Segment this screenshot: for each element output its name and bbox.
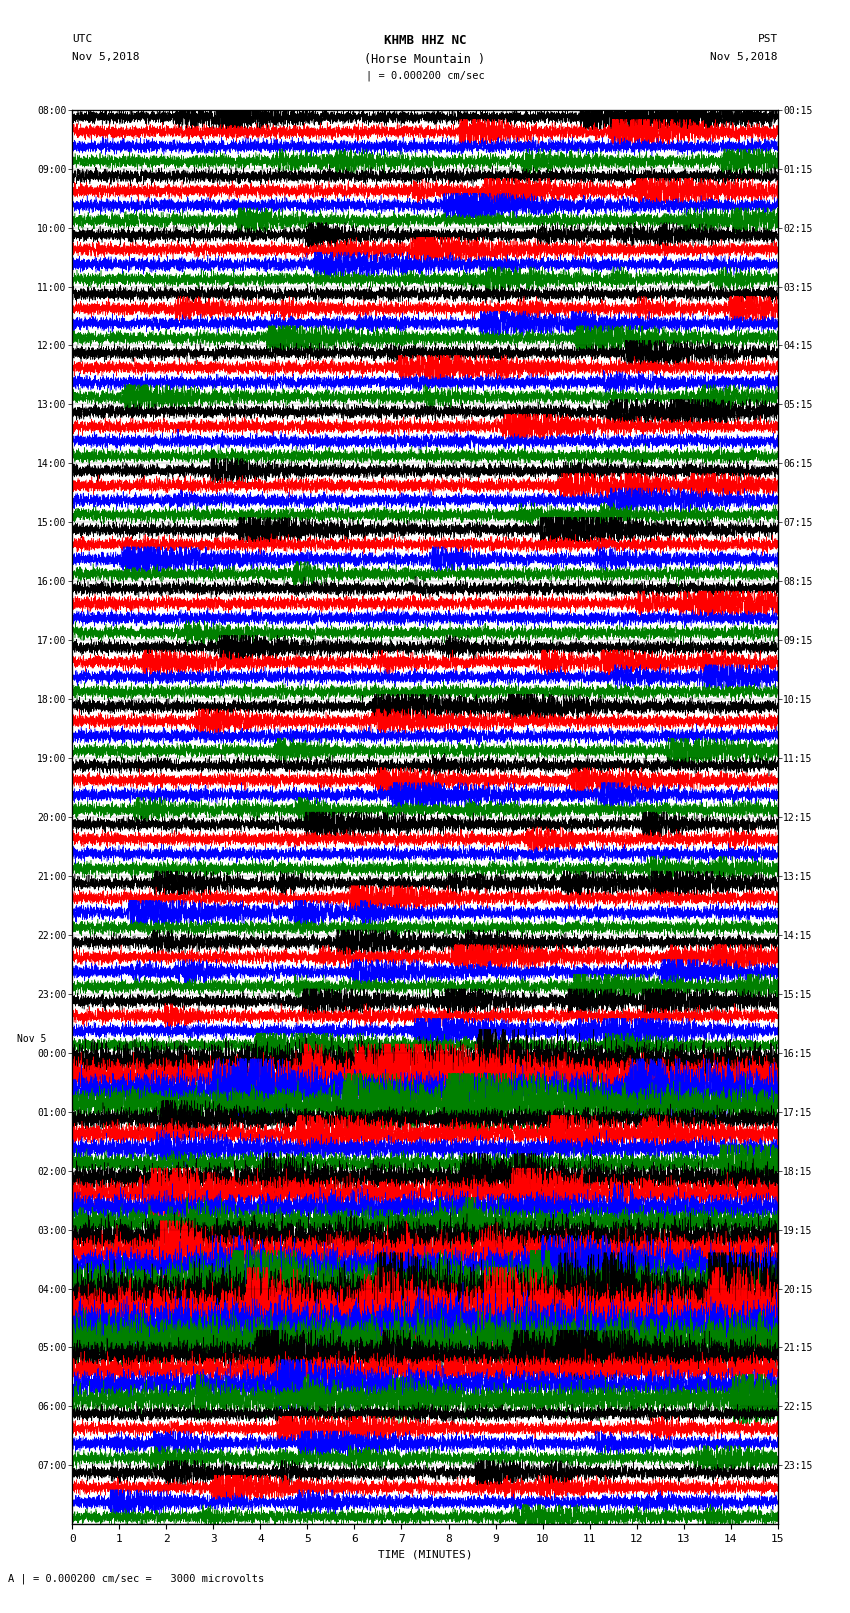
X-axis label: TIME (MINUTES): TIME (MINUTES): [377, 1550, 473, 1560]
Text: UTC: UTC: [72, 34, 93, 44]
Text: | = 0.000200 cm/sec: | = 0.000200 cm/sec: [366, 71, 484, 82]
Text: KHMB HHZ NC: KHMB HHZ NC: [383, 34, 467, 47]
Text: PST: PST: [757, 34, 778, 44]
Text: (Horse Mountain ): (Horse Mountain ): [365, 53, 485, 66]
Text: Nov 5: Nov 5: [17, 1034, 46, 1044]
Text: Nov 5,2018: Nov 5,2018: [72, 52, 139, 61]
Text: Nov 5,2018: Nov 5,2018: [711, 52, 778, 61]
Text: A | = 0.000200 cm/sec =   3000 microvolts: A | = 0.000200 cm/sec = 3000 microvolts: [8, 1573, 264, 1584]
